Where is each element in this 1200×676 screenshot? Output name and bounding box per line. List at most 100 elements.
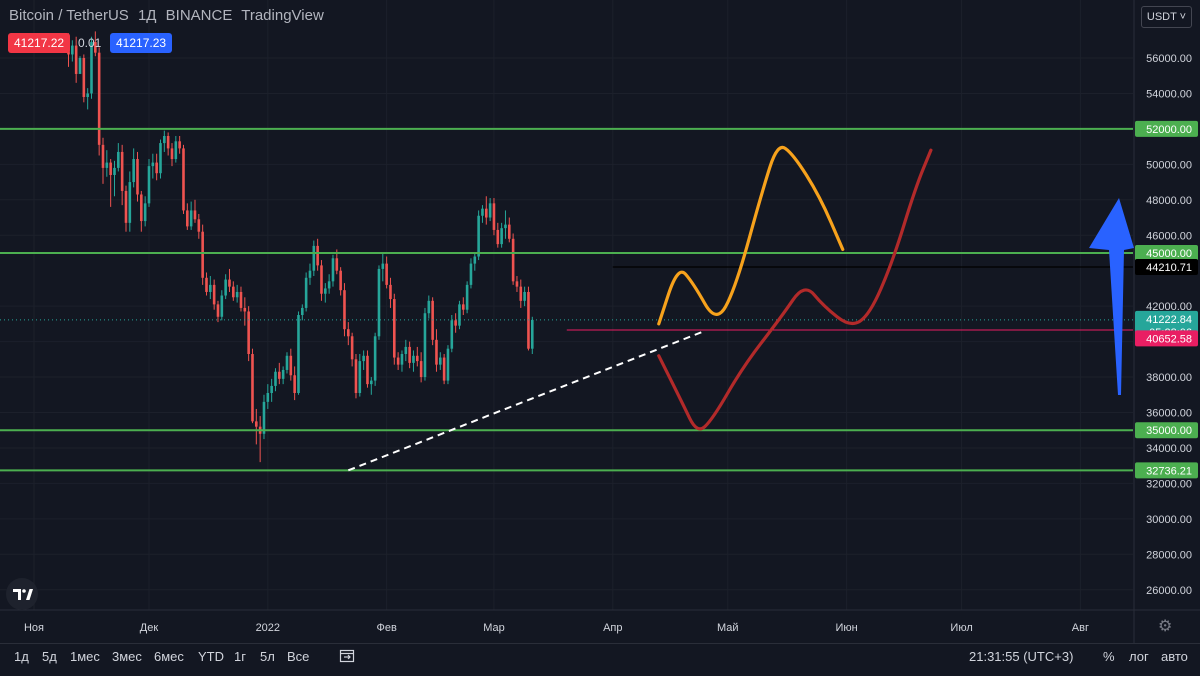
red-ray-price-label: 40652.58 [1146,333,1192,345]
sell-price-button[interactable]: 41217.22 [8,33,71,53]
buy-price-button[interactable]: 41217.23 [110,33,173,53]
symbol-header[interactable]: Bitcoin / TetherUS 1Д BINANCE TradingVie… [9,7,329,24]
bottom-toolbar [0,643,1200,676]
candle-body [473,256,477,264]
candle-body [347,329,350,337]
candle-body [159,143,162,174]
candle-body [331,258,335,282]
tradingview-logo[interactable] [6,578,38,610]
timeframe-button[interactable]: 3мес [112,649,142,664]
y-tick-label: 34000.00 [1146,443,1192,455]
candle-body [78,58,82,74]
candle-body [366,355,369,385]
candle-body [155,162,158,174]
candle-body [324,288,327,294]
candle-body [174,141,178,160]
candle-body [385,263,388,285]
tradingview-logo-icon [13,589,33,600]
calendar-goto-icon[interactable] [339,648,355,663]
timeframe-button[interactable]: 1мес [70,649,100,664]
level-price-label-bg [1135,244,1198,261]
chevron-down-icon: ˅ [1176,11,1187,23]
candle-body [412,355,415,363]
level-price-label: 35000.00 [1146,425,1192,437]
candle-body [481,208,484,216]
y-tick-label: 50000.00 [1146,159,1192,171]
red-projection-path [657,148,933,431]
red-ray-price-label-bg [1135,330,1198,347]
candle-body [454,320,457,326]
x-tick-label: Авг [1072,622,1089,634]
candle-body [281,369,285,379]
candle-body [124,190,128,223]
y-tick-label: 26000.00 [1146,585,1192,597]
currency-selector[interactable]: USDT ˅ [1141,6,1192,28]
timeframe-button[interactable]: 1г [234,649,246,664]
candle-body [82,58,86,97]
candle-body [438,357,442,365]
candle-body [469,263,473,285]
auto-scale-toggle[interactable]: авто [1161,649,1188,664]
candle-body [350,336,354,360]
candle-body [120,151,124,191]
candle-body [151,162,155,167]
y-tick-label: 38000.00 [1146,372,1192,384]
y-tick-label: 48000.00 [1146,195,1192,207]
percent-scale-toggle[interactable]: % [1103,649,1115,664]
candle-body [209,284,212,292]
timeframe-button[interactable]: 1д [14,649,29,664]
candle-body [235,291,239,298]
x-tick-label: Дек [140,622,159,634]
candle-body [285,355,289,370]
timeframe-button[interactable]: Все [287,649,310,664]
currency-label: USDT [1146,11,1177,23]
candle-body [262,401,266,434]
timeframe-button[interactable]: 5д [42,649,57,664]
symbol-name: Bitcoin / TetherUS [9,7,129,24]
candle-body [193,210,197,220]
timeframe-button[interactable]: 6мес [154,649,184,664]
candle-body [335,258,339,271]
exchange-label: BINANCE [165,7,233,24]
level-price-label: 32736.21 [1146,465,1192,477]
candle-body [400,354,404,365]
candle-body [255,421,258,427]
black-ray-price-label-bg [1135,258,1198,275]
candle-body [243,307,247,312]
level-price-label-bg [1135,422,1198,439]
level-price-label-bg [1135,120,1198,137]
candle-body [247,311,250,355]
candle-body [308,270,312,278]
candle-body [523,291,526,301]
candle-body [136,159,139,195]
candle-body [381,263,385,269]
level-price-label-bg [1135,462,1198,479]
timeframe-button[interactable]: YTD [198,649,224,664]
candle-body [465,284,469,310]
candle-body [113,167,116,175]
dashed-trendline [347,330,706,472]
timeframe-button[interactable]: 5л [260,649,275,664]
log-scale-toggle[interactable]: лог [1129,649,1149,664]
gear-icon[interactable]: ⚙ [1158,618,1173,635]
clock-timezone[interactable]: 21:31:55 (UTC+3) [969,649,1074,664]
candle-body [301,307,304,316]
candle-body [515,281,519,287]
last-price-label: 41222.84 [1146,314,1192,326]
black-ray-price-label: 44210.71 [1146,262,1192,274]
y-tick-label: 46000.00 [1146,230,1192,242]
y-tick-label: 36000.00 [1146,408,1192,420]
y-tick-label: 56000.00 [1146,53,1192,65]
x-tick-label: Июн [835,622,857,634]
candle-body [362,355,365,362]
candle-body [500,228,503,245]
candle-body [293,375,296,394]
candle-body [435,339,438,365]
candle-body [297,315,300,394]
candle-body [446,348,450,381]
candle-body [182,148,185,211]
candle-body [170,148,174,160]
y-tick-label: 42000.00 [1146,301,1192,313]
candle-body [74,45,78,74]
